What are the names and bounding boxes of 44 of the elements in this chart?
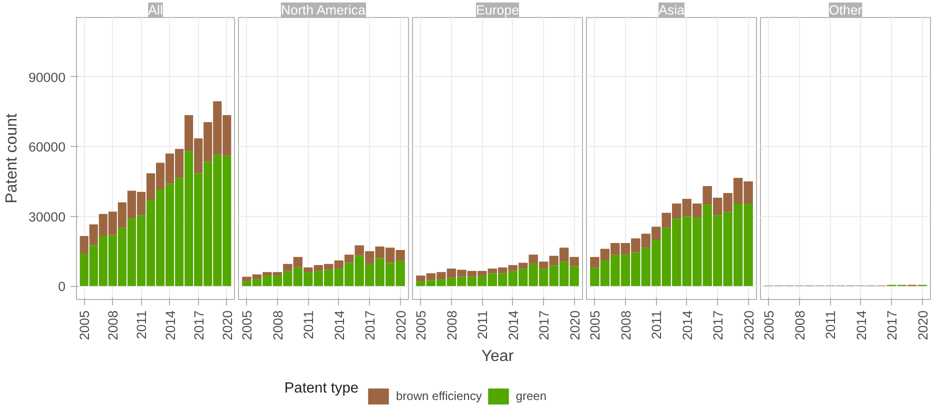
x-tick-label: 2020 [741, 310, 756, 340]
x-tick-label: 2014 [680, 310, 695, 340]
x-tick-label: 2011 [134, 310, 150, 340]
x-tick-label: 2011 [649, 310, 664, 340]
x-tick-label: 2005 [77, 310, 92, 340]
chart-title: Europe [476, 2, 519, 18]
x-tick-label: 2005 [762, 310, 777, 340]
y-tick-label: 30000 [28, 209, 66, 224]
x-tick-label: 2017 [710, 310, 726, 340]
x-tick-label: 2008 [106, 310, 121, 340]
x-tick-label: 2005 [414, 310, 429, 340]
x-tick-label: 2017 [191, 310, 206, 340]
x-tick-label: 2017 [362, 310, 378, 340]
x-tick-label: 2017 [536, 310, 552, 340]
x-tick-label: 2008 [444, 310, 460, 340]
x-axis-title: Year [481, 348, 514, 366]
x-tick-label: 2008 [792, 310, 808, 340]
legend-label: brown efficiency [396, 389, 482, 403]
chart-title: All [148, 2, 163, 18]
chart-title: Other [828, 2, 863, 18]
x-tick-label: 2014 [332, 310, 347, 340]
x-tick-label: 2020 [220, 310, 235, 340]
chart-title: Asia [658, 2, 686, 18]
x-tick-label: 2014 [854, 310, 869, 340]
x-tick-label: 2014 [162, 310, 178, 340]
x-tick-label: 2020 [915, 310, 930, 340]
x-tick-label: 2008 [618, 310, 634, 340]
chart-title: North America [280, 2, 366, 18]
x-tick-label: 2020 [567, 310, 582, 340]
x-tick-label: 2020 [393, 310, 408, 340]
x-tick-label: 2005 [588, 310, 603, 340]
x-tick-label: 2005 [240, 310, 255, 340]
y-tick-label: 0 [58, 279, 66, 294]
y-tick-label: 60000 [28, 140, 66, 155]
x-tick-label: 2008 [270, 310, 286, 340]
y-tick-label: 90000 [28, 70, 66, 85]
legend-label: green [516, 389, 547, 403]
x-tick-label: 2011 [301, 310, 316, 340]
x-tick-label: 2011 [475, 310, 490, 340]
x-tick-label: 2014 [506, 310, 521, 340]
y-axis-title: Patent count [3, 113, 20, 204]
legend-title: Patent type [284, 380, 359, 396]
x-tick-label: 2017 [884, 310, 900, 340]
x-tick-label: 2011 [823, 310, 838, 340]
